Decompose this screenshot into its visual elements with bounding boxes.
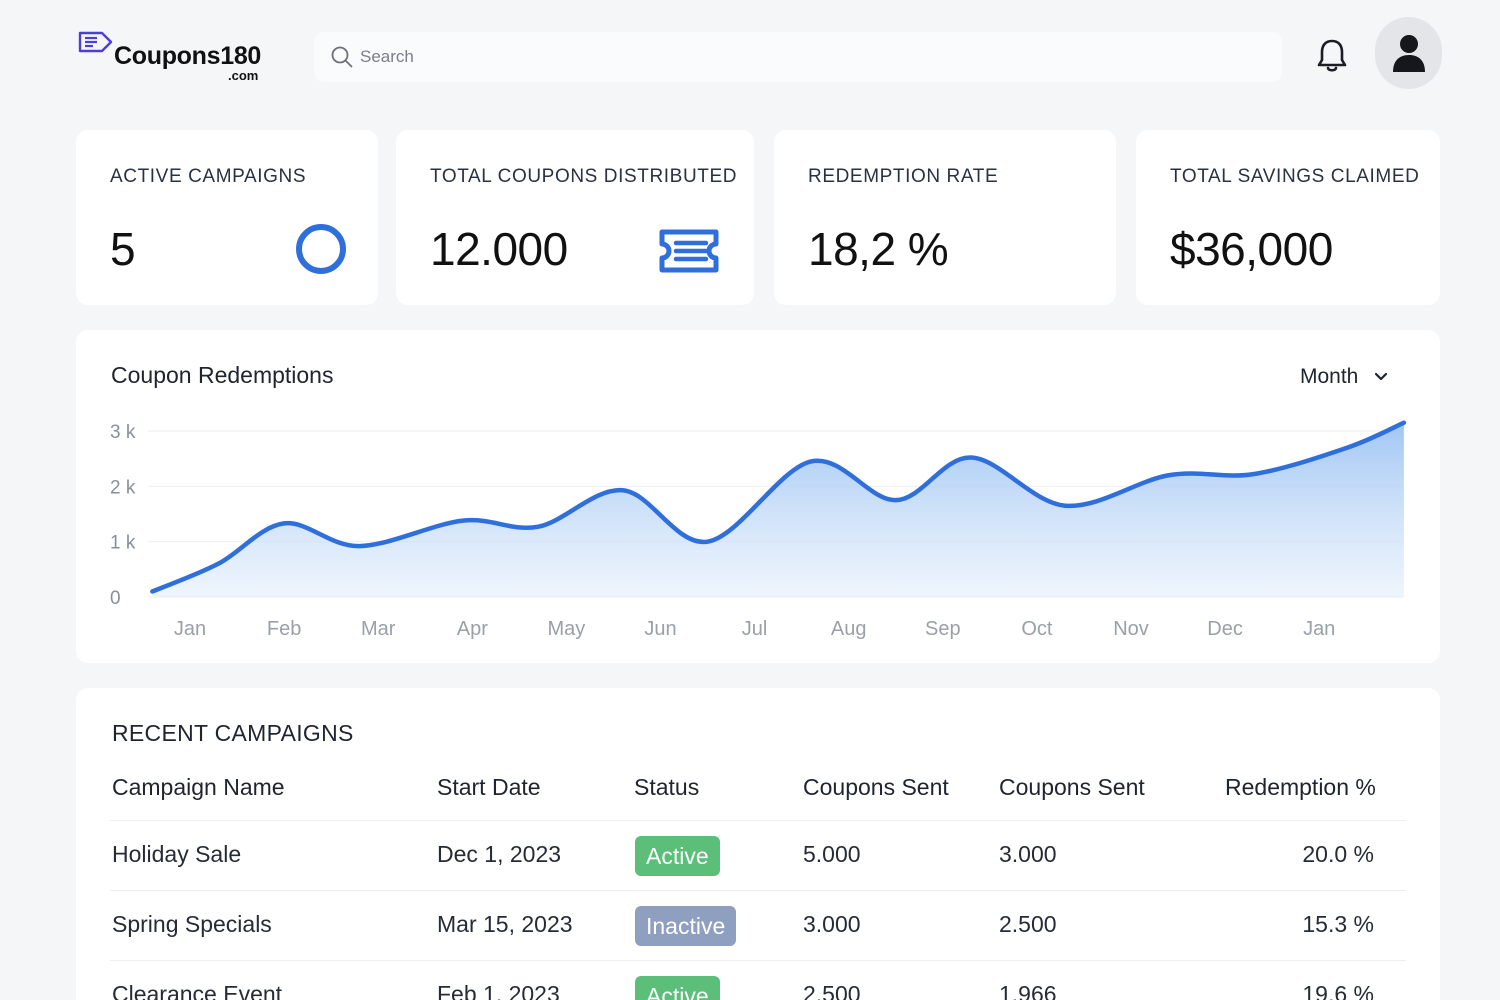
coupons-sent: 2.500 xyxy=(803,981,861,1000)
column-header-coupons-sent-2[interactable]: Coupons Sent xyxy=(999,774,1145,800)
logo-domain: .com xyxy=(228,68,259,83)
notifications-bell-icon[interactable] xyxy=(1312,36,1352,76)
stat-card-active-campaigns: ACTIVE CAMPAIGNS 5 xyxy=(76,130,378,305)
stat-value: 5 xyxy=(110,223,136,275)
table-row[interactable]: Spring Specials Mar 15, 2023 Inactive 3.… xyxy=(110,890,1406,960)
period-select[interactable]: Month xyxy=(1300,362,1410,392)
status-badge: Active xyxy=(635,976,720,1000)
stat-label: TOTAL COUPONS DISTRIBUTED xyxy=(430,166,738,187)
stat-value: 18,2 % xyxy=(808,223,949,275)
start-date: Mar 15, 2023 xyxy=(437,911,573,937)
x-tick-label: Nov xyxy=(1113,618,1149,640)
redemption-rate: 20.0 % xyxy=(1302,841,1374,867)
table-row[interactable]: Holiday Sale Dec 1, 2023 Active 5.000 3.… xyxy=(110,820,1406,890)
redemption-rate: 19.6 % xyxy=(1302,981,1374,1000)
coupon-tag-icon xyxy=(78,31,113,53)
period-select-label: Month xyxy=(1300,365,1359,388)
column-header-campaign-name[interactable]: Campaign Name xyxy=(112,774,285,800)
coupons-sent: 3.000 xyxy=(803,911,861,937)
series-line xyxy=(150,420,1407,594)
recent-campaigns-panel: RECENT CAMPAIGNS Campaign Name Start Dat… xyxy=(76,688,1440,1000)
search-icon xyxy=(331,46,353,68)
coupons-redeemed: 1.966 xyxy=(999,981,1057,1000)
table-row[interactable]: Clearance Event Feb 1, 2023 Active 2.500… xyxy=(110,960,1406,1000)
x-tick-label: Jan xyxy=(174,618,206,640)
y-tick-label: 0 xyxy=(110,588,121,609)
user-avatar[interactable] xyxy=(1375,17,1442,89)
y-tick-label: 2 k xyxy=(110,477,136,498)
column-header-coupons-sent[interactable]: Coupons Sent xyxy=(803,774,949,800)
logo[interactable]: Coupons180 .com xyxy=(78,30,278,86)
y-tick-label: 3 k xyxy=(110,422,136,443)
redemption-rate: 15.3 % xyxy=(1302,911,1374,937)
redemptions-area-chart: 0 1 k 2 k 3 k Jan Feb Mar Apr May Jun Jul Aug Sep Oct… xyxy=(110,420,1407,640)
stat-value: $36,000 xyxy=(1170,223,1333,275)
ring-icon xyxy=(296,224,346,274)
x-tick-label: Jan xyxy=(1303,618,1335,640)
campaign-name: Holiday Sale xyxy=(112,841,242,867)
area-fill xyxy=(152,422,1404,597)
x-tick-label: Sep xyxy=(925,618,961,640)
ticket-icon xyxy=(659,229,719,273)
x-tick-label: Dec xyxy=(1207,618,1243,640)
start-date: Dec 1, 2023 xyxy=(437,841,562,867)
chart-title: Coupon Redemptions xyxy=(111,362,334,388)
y-tick-label: 1 k xyxy=(110,533,136,554)
logo-name: Coupons180 xyxy=(114,42,262,70)
chevron-down-icon xyxy=(1375,372,1388,381)
stat-label: REDEMPTION RATE xyxy=(808,166,999,187)
search-bar[interactable] xyxy=(314,32,1282,82)
campaign-name: Clearance Event xyxy=(112,981,283,1000)
start-date: Feb 1, 2023 xyxy=(437,981,560,1000)
x-tick-label: Feb xyxy=(267,618,301,640)
stat-card-redemption-rate: REDEMPTION RATE 18,2 % xyxy=(774,130,1116,305)
coupon-redemptions-panel: Coupon Redemptions Month 0 1 k 2 k 3 k Jan Fe… xyxy=(76,330,1440,663)
table-title: RECENT CAMPAIGNS xyxy=(112,720,354,746)
coupons-redeemed: 3.000 xyxy=(999,841,1057,867)
status-badge: Inactive xyxy=(635,906,737,946)
status-badge: Active xyxy=(635,836,720,876)
x-tick-label: Apr xyxy=(457,618,488,640)
x-tick-label: Jun xyxy=(644,618,676,640)
campaign-name: Spring Specials xyxy=(112,911,272,937)
x-tick-label: Aug xyxy=(831,618,867,640)
user-icon xyxy=(1392,35,1425,72)
column-header-redemption-rate[interactable]: Redemption % xyxy=(1225,774,1376,800)
stat-value: 12.000 xyxy=(430,223,568,275)
stat-card-total-coupons: TOTAL COUPONS DISTRIBUTED 12.000 xyxy=(396,130,754,305)
x-tick-label: May xyxy=(548,618,586,640)
x-tick-label: Oct xyxy=(1021,618,1053,640)
stat-label: ACTIVE CAMPAIGNS xyxy=(110,166,307,187)
search-input[interactable] xyxy=(360,47,1260,67)
x-tick-label: Jul xyxy=(742,618,768,640)
coupons-sent: 5.000 xyxy=(803,841,861,867)
stat-label: TOTAL SAVINGS CLAIMED xyxy=(1170,166,1420,187)
x-tick-label: Mar xyxy=(361,618,396,640)
column-header-status[interactable]: Status xyxy=(634,774,700,800)
column-header-start-date[interactable]: Start Date xyxy=(437,774,541,800)
stat-card-total-savings: TOTAL SAVINGS CLAIMED $36,000 xyxy=(1136,130,1440,305)
top-bar: Coupons180 .com xyxy=(0,0,1500,110)
coupons-redeemed: 2.500 xyxy=(999,911,1057,937)
